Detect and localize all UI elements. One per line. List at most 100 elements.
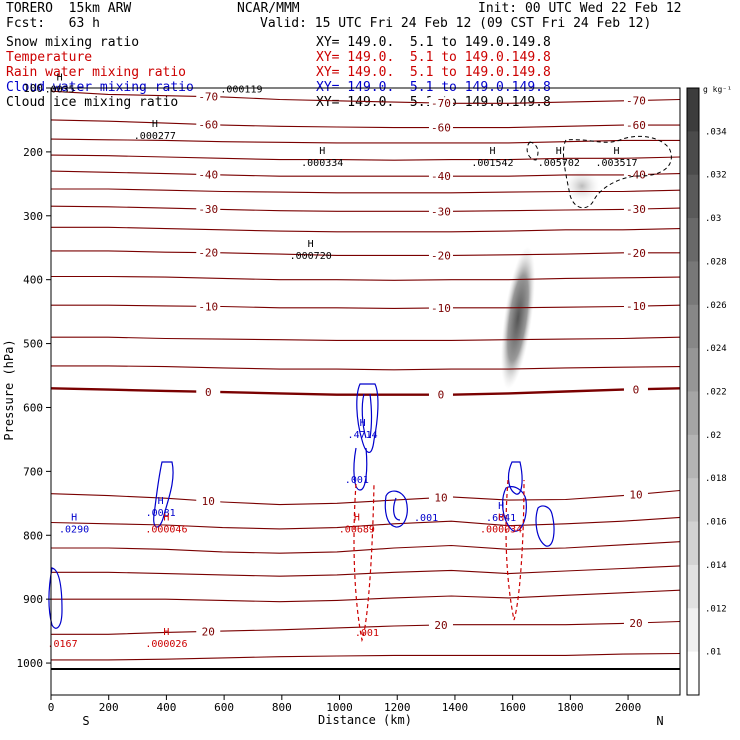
max-marker: H <box>498 513 504 524</box>
x-tick-label: 0 <box>48 701 55 714</box>
forecast-hour: Fcst: 63 h <box>6 16 100 31</box>
colorbar-tick-label: .016 <box>705 518 727 528</box>
max-value: .000034 <box>480 525 522 536</box>
max-value: .0290 <box>59 525 89 536</box>
max-value: .0081 <box>146 508 176 519</box>
rain-water-contour <box>353 483 375 643</box>
temperature-label-bg <box>196 168 221 180</box>
temperature-label-bg <box>623 94 648 106</box>
colorbar-unit: g kg⁻¹ <box>703 85 732 94</box>
max-value: .001 <box>414 513 438 524</box>
colorbar-segment <box>687 304 699 349</box>
cloud-water-contour <box>153 461 174 528</box>
max-value: .000119 <box>220 84 262 95</box>
x-axis-label: Distance (km) <box>318 713 412 727</box>
max-value: .003517 <box>595 158 637 169</box>
temperature-contour <box>51 188 681 194</box>
model-title: TORERO 15km ARW <box>6 1 132 16</box>
temperature-label: -60 <box>626 119 646 132</box>
cloud-water-contour <box>384 490 408 528</box>
y-tick-label: 800 <box>23 529 43 542</box>
cloud-water-contour <box>393 497 401 521</box>
temperature-label-bg <box>196 90 221 102</box>
temperature-contour <box>51 541 681 554</box>
max-marker: H <box>71 513 77 524</box>
temperature-label: 10 <box>434 492 447 505</box>
temperature-label-bg <box>428 205 453 217</box>
y-tick-label: 200 <box>23 146 43 159</box>
temperature-label: -10 <box>431 302 451 315</box>
max-marker: H <box>158 496 164 507</box>
colorbar-tick-label: .03 <box>705 214 721 224</box>
temperature-label: -70 <box>198 91 218 104</box>
temperature-label: 0 <box>633 383 640 396</box>
north-label: N <box>656 714 663 728</box>
org-title: NCAR/MMM <box>237 1 300 16</box>
colorbar-segment <box>687 478 699 523</box>
temperature-label-bg <box>428 170 453 182</box>
temperature-label-bg <box>196 118 221 130</box>
temperature-label-bg <box>196 495 221 507</box>
colorbar-tick-label: .012 <box>705 604 727 614</box>
max-marker: H <box>319 146 325 157</box>
temperature-contour <box>51 250 680 256</box>
temperature-label-bg <box>623 246 648 258</box>
colorbar-segment <box>687 434 699 479</box>
temperature-label: -40 <box>431 170 451 183</box>
y-tick-label: 300 <box>23 210 43 223</box>
field-xy: XY= 149.0. 5.1 to 149.0.149.8 <box>316 35 551 50</box>
temperature-contour <box>51 565 681 577</box>
cloud-water-contour <box>507 461 523 495</box>
max-value: .000046 <box>145 525 187 536</box>
temperature-label: -70 <box>431 97 451 110</box>
temperature-label: 20 <box>629 617 642 630</box>
x-tick-label: 2000 <box>615 701 642 714</box>
x-tick-label: 800 <box>272 701 292 714</box>
temperature-label: -30 <box>431 205 451 218</box>
temperature-contour <box>50 138 680 144</box>
temperature-contour <box>50 90 681 104</box>
temperature-label-bg <box>623 616 648 628</box>
temperature-label: 10 <box>202 495 215 508</box>
x-tick-label: 1600 <box>499 701 526 714</box>
y-tick-label: 100 <box>23 82 43 95</box>
field-xy: XY= 149.0. 5.1 to 149.0.149.8 <box>316 65 551 80</box>
temperature-label-bg <box>428 491 453 503</box>
colorbar-segment <box>687 564 699 609</box>
y-tick-label: 600 <box>23 401 43 414</box>
y-axis-label: Pressure (hPa) <box>2 339 16 440</box>
temperature-label-bg <box>623 203 648 215</box>
max-value: .000277 <box>134 131 176 142</box>
y-tick-label: 500 <box>23 338 43 351</box>
max-marker: H <box>57 72 63 83</box>
x-tick-label: 200 <box>99 701 119 714</box>
temperature-contour <box>50 119 680 129</box>
rain-water-contour <box>505 479 525 621</box>
field-name: Snow mixing ratio <box>6 35 140 50</box>
temperature-contour <box>51 336 681 341</box>
colorbar-tick-label: .024 <box>705 344 727 354</box>
temperature-label: 10 <box>629 488 642 501</box>
temperature-label-bg <box>623 119 648 131</box>
temperature-label-bg <box>428 97 453 109</box>
max-value: .001 <box>355 628 379 639</box>
temperature-contour <box>51 365 681 371</box>
colorbar-tick-label: .02 <box>705 431 721 441</box>
max-marker: H <box>152 119 158 130</box>
x-tick-label: 1000 <box>326 701 353 714</box>
temperature-label-bg <box>428 618 453 630</box>
field-name: Temperature <box>6 50 93 65</box>
temperature-label: 0 <box>205 386 212 399</box>
temperature-label: -60 <box>431 122 451 135</box>
max-value: .0167 <box>47 639 77 650</box>
temperature-label-bg <box>196 625 221 637</box>
colorbar-tick-label: .034 <box>705 127 727 137</box>
temperature-contour <box>51 275 681 281</box>
field-xy: XY= 149.0. 5.1 to 149.0.149.8 <box>316 50 551 65</box>
max-marker: H <box>163 627 169 638</box>
temperature-label: -40 <box>198 169 218 182</box>
temperature-label-bg <box>196 246 221 258</box>
temperature-contour <box>50 205 681 212</box>
colorbar-tick-label: .032 <box>705 171 727 181</box>
